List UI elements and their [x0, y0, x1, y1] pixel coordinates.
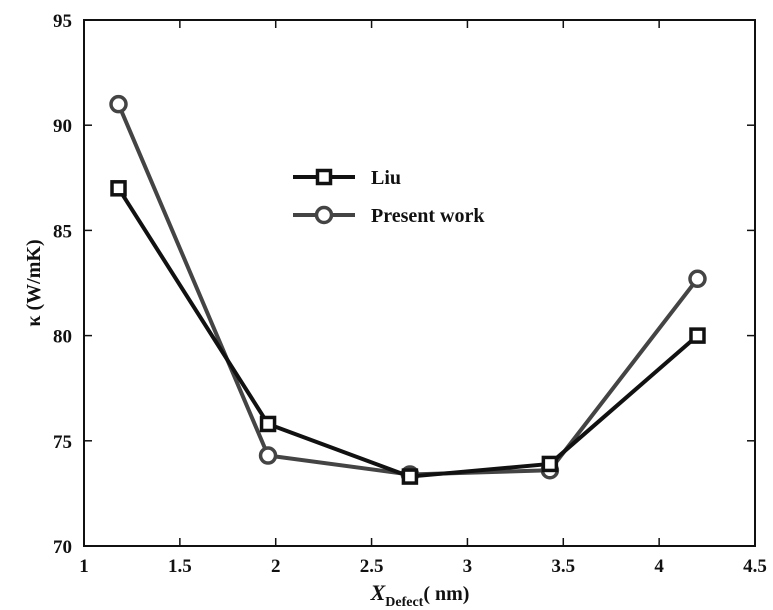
legend-swatch-marker: [315, 168, 333, 186]
legend-item-liu: Liu: [293, 167, 401, 189]
legend-label: Liu: [371, 167, 401, 189]
y-tick-label: 70: [53, 537, 72, 558]
series-line-present-work: [116, 103, 700, 477]
data-point-present-work: [258, 446, 278, 465]
x-tick-labels: 1 1.5 2 2.5 3 3.5 4 4.5: [79, 556, 767, 577]
series-liu: [110, 180, 706, 485]
x-tick-label: 3.5: [551, 556, 575, 577]
data-point-liu: [541, 455, 559, 473]
x-tick-label: 4: [654, 556, 664, 577]
series-present-work: [109, 94, 707, 484]
data-point-present-work: [688, 269, 707, 289]
y-tick-label: 95: [53, 11, 72, 32]
y-tick-label: 85: [53, 221, 72, 242]
data-point-liu: [259, 415, 277, 433]
axis-ticks: [83, 19, 756, 547]
plot-frame: [83, 19, 756, 547]
data-point-liu: [401, 468, 419, 485]
x-axis-label-sub: Defect: [385, 595, 423, 610]
x-axis-label: XDefect( nm): [370, 580, 470, 610]
y-tick-label: 90: [53, 116, 72, 137]
data-point-liu: [689, 327, 706, 344]
legend-item-present-work: Present work: [293, 205, 485, 227]
x-axis-label-main: X: [370, 580, 387, 605]
x-tick-label: 4.5: [743, 556, 767, 577]
data-point-liu: [110, 180, 127, 197]
data-point-present-work: [109, 94, 128, 114]
x-axis-label-unit: ( nm): [423, 583, 469, 605]
series-layer: [109, 94, 707, 485]
series-line-liu: [116, 187, 699, 479]
legend-swatch-marker: [314, 205, 334, 225]
y-axis-label: κ (W/mK): [23, 239, 45, 326]
x-tick-label: 1.5: [168, 556, 192, 577]
legend-label: Present work: [371, 205, 485, 227]
x-tick-label: 2.5: [360, 556, 384, 577]
y-tick-labels: 70 75 80 85 90 95: [53, 11, 72, 558]
x-tick-label: 1: [79, 556, 89, 577]
y-tick-label: 80: [53, 327, 72, 348]
legend: Liu Present work: [293, 167, 485, 227]
y-tick-label: 75: [53, 432, 72, 453]
x-tick-label: 3: [463, 556, 473, 577]
x-tick-label: 2: [271, 556, 281, 577]
